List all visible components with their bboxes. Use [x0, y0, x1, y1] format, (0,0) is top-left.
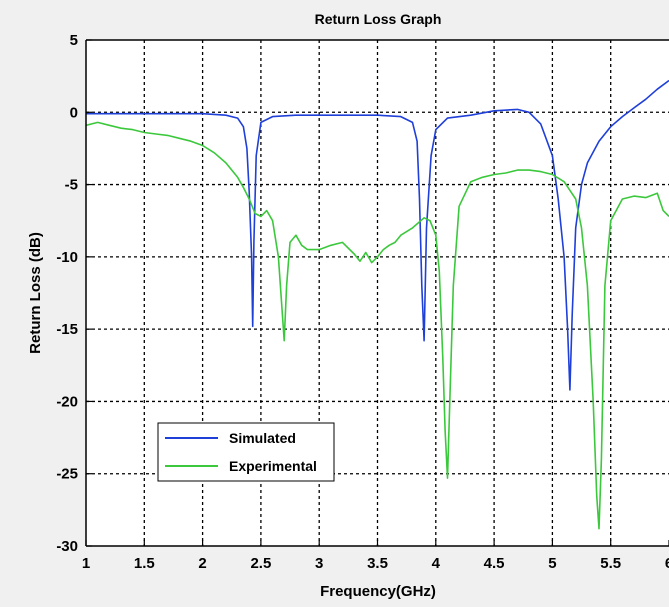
series-lines	[86, 79, 669, 530]
y-axis-title: Return Loss (dB)	[27, 232, 44, 354]
chart-title: Return Loss Graph	[315, 11, 442, 27]
axes	[85, 39, 669, 547]
x-tick-label: 4	[432, 555, 441, 572]
x-tick-label: 5.5	[600, 555, 621, 572]
x-tick-label: 5	[548, 555, 556, 572]
x-tick-label: 1.5	[134, 555, 155, 572]
y-tick-label: -30	[56, 538, 78, 555]
x-tick-label: 1	[82, 555, 90, 572]
x-axis-title: Frequency(GHz)	[320, 583, 436, 600]
x-tick-label: 3	[315, 555, 323, 572]
y-tick-label: -15	[56, 321, 78, 338]
x-tick-label: 2.5	[250, 555, 271, 572]
y-tick-labels: 5 0 -5 -10 -15 -20 -25 -30	[56, 32, 78, 555]
y-tick-label: 5	[70, 32, 78, 49]
y-tick-label: 0	[70, 104, 78, 121]
x-tick-label: 4.5	[484, 555, 505, 572]
x-tick-label: 3.5	[367, 555, 388, 572]
legend: Simulated Experimental	[157, 422, 335, 482]
y-tick-label: -10	[56, 249, 78, 266]
y-tick-label: -25	[56, 466, 78, 483]
legend-box	[157, 422, 335, 482]
legend-label-simulated: Simulated	[229, 430, 296, 446]
y-tick-label: -5	[65, 177, 78, 194]
x-tick-label: 2	[198, 555, 206, 572]
x-tick-labels: 1 1.5 2 2.5 3 3.5 4 4.5 5 5.5 6	[82, 555, 669, 572]
series-line-experimental	[86, 121, 669, 530]
y-tick-label: -20	[56, 393, 78, 410]
x-tick-label: 6	[665, 555, 669, 572]
legend-label-experimental: Experimental	[229, 458, 317, 474]
series-line-simulated	[86, 79, 669, 391]
